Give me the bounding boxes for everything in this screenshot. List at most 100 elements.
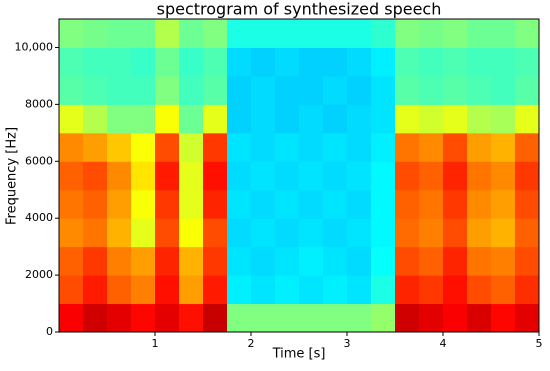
spectrogram-cell — [155, 75, 180, 105]
spectrogram-cell — [443, 19, 468, 48]
spectrogram-cell — [59, 246, 84, 276]
spectrogram-cell — [347, 246, 372, 276]
spectrogram-cell — [419, 189, 444, 219]
spectrogram-cell — [443, 303, 468, 333]
spectrogram-cell — [491, 132, 516, 162]
spectrogram-cell — [347, 47, 372, 77]
spectrogram-cell — [443, 132, 468, 162]
spectrogram-cell — [491, 246, 516, 276]
spectrogram-cell — [251, 275, 276, 305]
spectrogram-cell — [371, 303, 396, 333]
spectrogram-cell — [515, 275, 540, 305]
spectrogram-cell — [371, 75, 396, 105]
spectrogram-cell — [251, 161, 276, 191]
spectrogram-cell — [395, 189, 420, 219]
spectrogram-cell — [323, 303, 348, 333]
spectrogram-cell — [419, 246, 444, 276]
spectrogram-cell — [155, 47, 180, 77]
spectrogram-cell — [107, 303, 132, 333]
spectrogram-cell — [515, 189, 540, 219]
spectrogram-cell — [155, 303, 180, 333]
spectrogram-cell — [467, 246, 492, 276]
spectrogram-cell — [299, 75, 324, 105]
spectrogram-cell — [275, 19, 300, 48]
spectrogram-cell — [107, 132, 132, 162]
spectrogram-cell — [179, 132, 204, 162]
spectrogram-cell — [443, 161, 468, 191]
spectrogram-cell — [515, 303, 540, 333]
spectrogram-cell — [227, 218, 252, 248]
spectrogram-cell — [467, 189, 492, 219]
spectrogram-cell — [251, 104, 276, 134]
spectrogram-cell — [155, 19, 180, 48]
spectrogram-cell — [395, 75, 420, 105]
spectrogram-cell — [203, 189, 228, 219]
spectrogram-cell — [467, 19, 492, 48]
spectrogram-cell — [275, 132, 300, 162]
spectrogram-cell — [323, 19, 348, 48]
spectrogram-cell — [275, 189, 300, 219]
spectrogram-cell — [83, 19, 108, 48]
spectrogram-cell — [251, 303, 276, 333]
spectrogram-cell — [251, 189, 276, 219]
spectrogram-cell — [443, 104, 468, 134]
spectrogram-cell — [155, 218, 180, 248]
spectrogram-cell — [443, 189, 468, 219]
spectrogram-cell — [251, 246, 276, 276]
spectrogram-cell — [107, 275, 132, 305]
spectrogram-cell — [323, 246, 348, 276]
spectrogram-cell — [203, 246, 228, 276]
spectrogram-cell — [155, 161, 180, 191]
spectrogram-cell — [275, 246, 300, 276]
spectrogram-cell — [179, 19, 204, 48]
spectrogram-cell — [227, 161, 252, 191]
spectrogram-cell — [227, 104, 252, 134]
x-tick-label: 1 — [152, 337, 159, 350]
spectrogram-cell — [515, 104, 540, 134]
spectrogram-cell — [179, 246, 204, 276]
spectrogram-cell — [275, 75, 300, 105]
spectrogram-cell — [203, 303, 228, 333]
spectrogram-cell — [491, 161, 516, 191]
spectrogram-cell — [299, 104, 324, 134]
spectrogram-cell — [83, 47, 108, 77]
spectrogram-cell — [371, 218, 396, 248]
spectrogram-cell — [131, 75, 156, 105]
spectrogram-cell — [299, 47, 324, 77]
spectrogram-cell — [203, 218, 228, 248]
spectrogram-cell — [203, 132, 228, 162]
spectrogram-cell — [443, 275, 468, 305]
y-tick-label: 0 — [46, 325, 53, 338]
spectrogram-cell — [323, 104, 348, 134]
spectrogram-cell — [107, 75, 132, 105]
spectrogram-cell — [59, 275, 84, 305]
spectrogram-cell — [299, 132, 324, 162]
spectrogram-cell — [59, 189, 84, 219]
spectrogram-cell — [131, 218, 156, 248]
spectrogram-cell — [83, 246, 108, 276]
x-tick-label: 2 — [248, 337, 255, 350]
spectrogram-cell — [395, 218, 420, 248]
spectrogram-cell — [59, 19, 84, 48]
x-tick-label: 4 — [440, 337, 447, 350]
y-tick-label: 10,000 — [15, 40, 54, 53]
spectrogram-cell — [515, 246, 540, 276]
spectrogram-cell — [467, 132, 492, 162]
spectrogram-cell — [155, 275, 180, 305]
spectrogram-cell — [515, 75, 540, 105]
spectrogram-cell — [419, 75, 444, 105]
spectrogram-cell — [59, 218, 84, 248]
spectrogram-cell — [83, 161, 108, 191]
spectrogram-cell — [299, 303, 324, 333]
spectrogram-cell — [515, 218, 540, 248]
spectrogram-cell — [347, 303, 372, 333]
spectrogram-cell — [443, 47, 468, 77]
spectrogram-cell — [491, 75, 516, 105]
spectrogram-cell — [395, 132, 420, 162]
spectrogram-cell — [395, 246, 420, 276]
x-tick-label: 5 — [536, 337, 543, 350]
spectrogram-cell — [347, 275, 372, 305]
spectrogram-cell — [107, 19, 132, 48]
spectrogram-cell — [419, 132, 444, 162]
